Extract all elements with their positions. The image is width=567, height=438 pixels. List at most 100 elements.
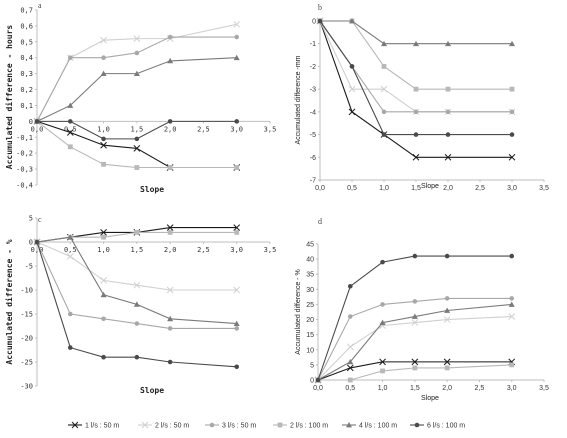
x-tick-label: 2,5: [475, 185, 485, 192]
legend-label: 2 l/s : 100 m: [290, 423, 328, 430]
panel-letter: a: [38, 1, 42, 10]
series-line: [317, 255, 512, 381]
x-tick-label: 3,5: [264, 246, 277, 254]
y-tick-label: 45: [306, 242, 314, 249]
y-tick-label: -30: [20, 383, 33, 391]
data-point: [133, 70, 140, 77]
y-tick-label: -6: [310, 155, 316, 162]
data-point: [167, 165, 173, 170]
data-point: [234, 119, 240, 124]
y-axis-title: Accumulated difference - %: [4, 239, 14, 364]
x-tick-label: 2,5: [197, 246, 210, 254]
x-axis-title: Slope: [140, 185, 164, 194]
y-tick-label: -0,4: [16, 182, 33, 190]
y-tick-label: 10: [306, 347, 314, 354]
data-point: [349, 64, 355, 69]
x-tick-label: 2,0: [164, 125, 177, 133]
data-point: [166, 224, 174, 231]
data-point: [444, 253, 450, 259]
x-tick-label: 0,0: [315, 185, 325, 192]
data-point: [445, 86, 451, 92]
series-line: [36, 120, 237, 169]
data-point: [444, 296, 450, 301]
data-point: [412, 299, 418, 304]
data-point: [412, 253, 418, 259]
series-line: [36, 241, 237, 368]
legend-item: 4 l/s : 100 m: [342, 422, 397, 430]
data-point: [134, 321, 140, 326]
y-tick-label: -0,1: [16, 134, 33, 142]
x-tick-label: 0,0: [31, 125, 44, 133]
data-point: [233, 224, 241, 231]
series-6: [315, 253, 515, 383]
series-line: [320, 20, 512, 45]
y-tick-label: -3: [310, 87, 316, 94]
data-point: [509, 86, 515, 92]
data-point: [347, 377, 353, 383]
series-2: [316, 17, 516, 116]
data-point: [445, 40, 451, 47]
data-point: [67, 119, 73, 124]
data-point: [381, 109, 387, 115]
y-tick-label: 5: [310, 362, 314, 369]
y-tick-label: 15: [306, 332, 314, 339]
x-tick-label: 2,0: [442, 385, 452, 392]
data-point: [380, 259, 385, 265]
data-point: [509, 40, 515, 47]
series-line: [320, 20, 512, 90]
series-3: [315, 296, 515, 383]
data-point: [347, 358, 354, 365]
series-6: [34, 239, 240, 370]
x-axis-title: Slope: [140, 386, 164, 395]
data-point: [349, 18, 355, 24]
data-point: [167, 315, 174, 322]
data-point: [380, 85, 388, 93]
y-tick-label: -1: [310, 41, 316, 48]
series-line: [317, 297, 512, 381]
series-4: [315, 362, 515, 383]
y-tick-label: 0,3: [20, 70, 33, 78]
y-tick-label: -4: [310, 109, 316, 116]
series-line: [319, 20, 512, 113]
legend-label: 2 l/s : 50 m: [155, 423, 189, 430]
x-tick-label: 3,0: [230, 246, 243, 254]
series-line: [317, 361, 512, 381]
x-tick-label: 3,5: [539, 385, 549, 392]
data-point: [67, 102, 74, 108]
data-point: [67, 144, 73, 150]
series-line: [317, 303, 512, 381]
y-tick-label: -2: [310, 64, 316, 71]
x-tick-label: 0,0: [313, 385, 323, 392]
legend: 1 l/s : 50 m 2 l/s : 50 m 3 l/s : 50 m 2 l/…: [68, 421, 465, 430]
data-point: [100, 70, 107, 77]
data-point: [234, 364, 240, 370]
data-point: [445, 132, 451, 137]
legend-item: 2 l/s : 50 m: [138, 421, 189, 430]
legend-label: 6 l/s : 100 m: [427, 423, 465, 430]
y-tick-label: 0,6: [20, 22, 33, 30]
x-tick-label: 1,5: [131, 125, 144, 133]
x-tick-label: 2,5: [475, 385, 485, 392]
series-5: [317, 18, 515, 47]
y-tick-label: -0,3: [16, 166, 33, 174]
data-point: [381, 132, 387, 137]
data-point: [348, 108, 356, 116]
chart-panel-c: -30 -25 -20 -15 -10 -5 0 5 0,0 0,5 1,0 1,5 2,0 2,5 3,0…: [4, 215, 276, 396]
data-point: [413, 132, 419, 137]
data-point: [101, 55, 106, 61]
data-point: [412, 153, 420, 161]
legend-item: 2 l/s : 100 m: [273, 423, 328, 430]
series-6: [34, 119, 240, 142]
series-5: [34, 54, 240, 124]
data-point: [100, 36, 107, 44]
x-tick-label: 0,0: [31, 246, 44, 254]
x-tick-label: 1,0: [378, 385, 388, 392]
x-tick-label: 2,0: [164, 246, 177, 254]
series-line: [37, 120, 237, 140]
data-point: [101, 316, 106, 322]
data-point: [67, 55, 73, 61]
data-point: [67, 345, 73, 350]
series-line: [319, 20, 512, 113]
